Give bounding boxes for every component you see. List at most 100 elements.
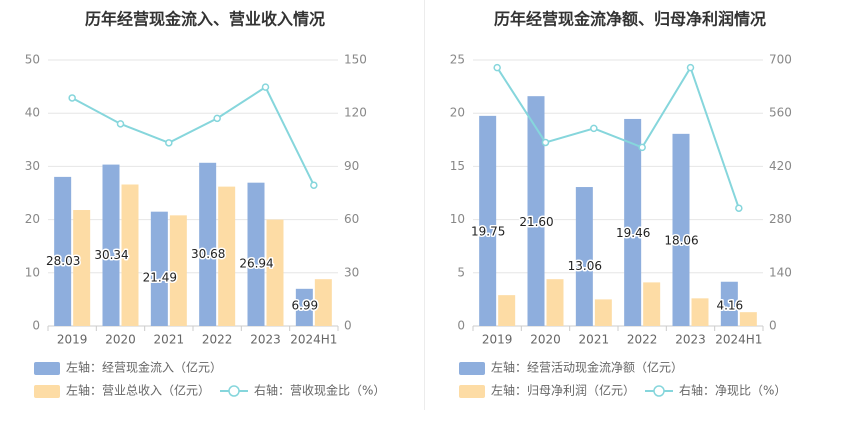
left-axis-tick-label: 40 [25,106,40,120]
legend-marker-ratio [653,385,665,397]
bar-primary [672,133,690,326]
ratio-point [541,138,550,147]
x-axis-tick-label: 2022 [627,333,658,347]
bar-primary [247,182,265,326]
ratio-point [165,139,173,147]
ratio-point [735,204,743,212]
bar-data-label: 30.34 [94,248,128,262]
bar-secondary [739,312,757,326]
ratio-point [686,63,695,72]
ratio-point [116,120,125,128]
right-axis-tick-label: 120 [344,106,367,120]
chart-panel-netcash-profit: 历年经营现金流净额、归母净利润情况 0 0 5 140 10 280 15 420 20 560 25… [425,0,850,437]
bar-primary [624,118,642,326]
bar-primary [720,281,738,326]
x-axis-tick-label: 2024H1 [715,333,762,347]
legend-label-ratio: 右轴：营收现金比（%） [254,383,385,398]
left-axis-tick-label: 30 [25,159,40,173]
chart-title: 历年经营现金流入、营业收入情况 [85,10,325,29]
left-axis-tick-label: 10 [25,265,40,279]
legend-swatch-primary [459,362,485,375]
bar-secondary [546,279,564,326]
left-axis-tick-label: 25 [450,53,465,67]
bar-secondary [218,186,236,326]
x-axis-tick-label: 2019 [482,333,513,347]
right-axis-tick-label: 150 [344,53,367,67]
bar-secondary [121,184,139,326]
chart-cashflow-revenue: 历年经营现金流入、营业收入情况 0 0 10 30 20 60 30 90 40 120 50 150 2… [25,10,385,398]
right-axis-tick-label: 560 [769,106,792,120]
right-axis-tick-label: 90 [344,159,359,173]
legend-label-secondary: 左轴：营业总收入（亿元） [66,383,210,398]
right-axis-tick-label: 700 [769,53,792,67]
right-axis-tick-label: 140 [769,265,792,279]
left-axis-tick-label: 20 [450,106,465,120]
right-axis-tick-label: 60 [344,212,359,226]
bar-data-label: 30.68 [191,247,225,261]
ratio-line [71,85,315,186]
legend-swatch-primary [34,362,60,375]
bar-data-label: 18.06 [664,233,698,247]
left-axis-tick-label: 15 [450,159,465,173]
bar-data-label: 21.60 [519,215,553,229]
legend-label-secondary: 左轴：归母净利润（亿元） [491,383,635,398]
legend-label-ratio: 右轴：净现比（%） [679,383,786,398]
bar-data-label: 6.99 [291,299,318,313]
legend-label-primary: 左轴：经营现金流入（亿元） [66,360,222,375]
bar-primary [102,164,120,326]
bar-data-label: 26.94 [239,257,273,271]
bar-primary [150,211,168,326]
legend-marker-ratio [228,385,240,397]
ratio-line [496,65,740,209]
bar-primary [575,187,593,326]
ratio-point [213,114,221,123]
ratio-point [261,83,270,91]
left-axis-tick-label: 0 [32,319,40,333]
bar-secondary [594,299,612,326]
bar-data-label: 21.49 [143,271,177,285]
chart-title: 历年经营现金流净额、归母净利润情况 [494,10,766,29]
left-axis-tick-label: 10 [450,212,465,226]
ratio-point [68,94,76,102]
x-axis-tick-label: 2022 [202,333,233,347]
bar-data-label: 13.06 [568,259,602,273]
right-axis-tick-label: 30 [344,265,359,279]
bar-primary [54,176,72,326]
bar-primary [479,115,497,326]
ratio-point [638,143,646,152]
bar-primary [527,96,545,327]
bar-primary [199,162,217,326]
x-axis-tick-label: 2021 [579,333,610,347]
x-axis-tick-label: 2019 [57,333,88,347]
ratio-point [310,181,318,189]
x-axis-tick-label: 2023 [675,333,706,347]
bar-data-label: 19.75 [471,225,505,239]
chart-panel-cashflow-revenue: 历年经营现金流入、营业收入情况 0 0 10 30 20 60 30 90 40 120 50 150 2… [25,10,385,398]
left-axis-tick-label: 0 [457,319,465,333]
right-axis-tick-label: 0 [769,319,777,333]
ratio-point [590,124,598,133]
bar-primary [295,288,313,326]
bar-secondary [643,282,661,326]
legend-swatch-secondary [459,385,485,398]
left-axis-tick-label: 50 [25,53,40,67]
x-axis-tick-label: 2020 [530,333,561,347]
left-axis-tick-label: 20 [25,212,40,226]
chart-netcash-profit: 历年经营现金流净额、归母净利润情况 0 0 5 140 10 280 15 420 20 560 25… [450,10,792,398]
right-axis-tick-label: 0 [344,319,352,333]
bar-secondary [266,219,284,326]
bar-secondary [498,295,516,326]
bar-secondary [73,210,91,326]
left-axis-tick-label: 5 [457,265,465,279]
legend-label-primary: 左轴：经营活动现金流净额（亿元） [491,360,683,375]
right-axis-tick-label: 420 [769,159,792,173]
x-axis-tick-label: 2020 [105,333,136,347]
bar-data-label: 4.16 [716,299,743,313]
bar-secondary [691,298,709,326]
bar-data-label: 19.46 [616,226,650,240]
ratio-point [493,63,501,72]
x-axis-tick-label: 2023 [250,333,281,347]
panel-divider [424,0,425,410]
bar-secondary [169,215,187,326]
bar-data-label: 28.03 [46,254,80,268]
